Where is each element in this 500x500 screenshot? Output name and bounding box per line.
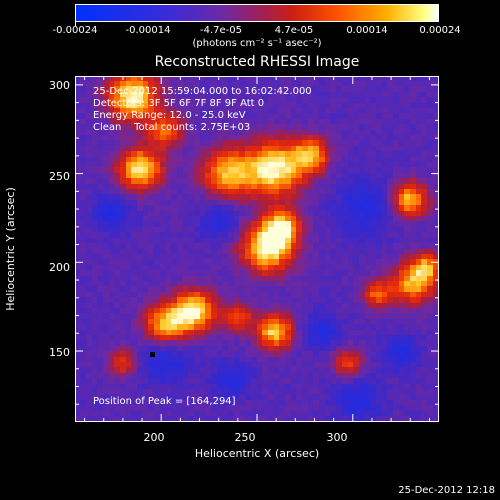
annotation-peak: Position of Peak = [164,294] [93, 396, 236, 407]
colorbar-label: 0.00014 [346, 25, 388, 36]
y-tick-label: 250 [49, 170, 70, 183]
colorbar-label: -0.00024 [52, 25, 98, 36]
x-axis-title: Heliocentric X (arcsec) [194, 447, 320, 460]
plot-axes [75, 76, 439, 422]
colorbar-tick [75, 22, 76, 26]
colorbar-label: 4.7e-05 [274, 25, 314, 36]
y-tick-label: 150 [49, 346, 70, 359]
image-plot: 25-Dec-2012 15:59:04.000 to 16:02:42.000… [75, 76, 439, 422]
colorbar-label: -4.7e-05 [200, 25, 242, 36]
annotation-detectors: Detectors: 3F 5F 6F 7F 8F 9F Att 0 [93, 98, 265, 109]
y-tick-label: 200 [49, 261, 70, 274]
colorbar-label: 0.00024 [419, 25, 461, 36]
annotation-clean: Clean Total counts: 2.75E+03 [93, 122, 251, 133]
colorbar [75, 4, 439, 22]
y-tick-label: 300 [49, 79, 70, 92]
timestamp: 25-Dec-2012 12:18 [398, 485, 495, 496]
x-tick-label: 200 [143, 431, 165, 444]
colorbar-label: -0.00014 [125, 25, 171, 36]
colorbar-unit: (photons cm⁻² s⁻¹ asec⁻²) [192, 38, 322, 49]
annotation-time: 25-Dec-2012 15:59:04.000 to 16:02:42.000 [93, 86, 312, 97]
x-tick-label: 250 [234, 431, 256, 444]
rhessi-image [75, 76, 439, 422]
image-title: Reconstructed RHESSI Image [154, 54, 360, 70]
annotation-energy: Energy Range: 12.0 - 25.0 keV [93, 110, 246, 121]
x-tick-label: 300 [326, 431, 348, 444]
y-axis-title: Heliocentric Y (arcsec) [4, 187, 17, 311]
